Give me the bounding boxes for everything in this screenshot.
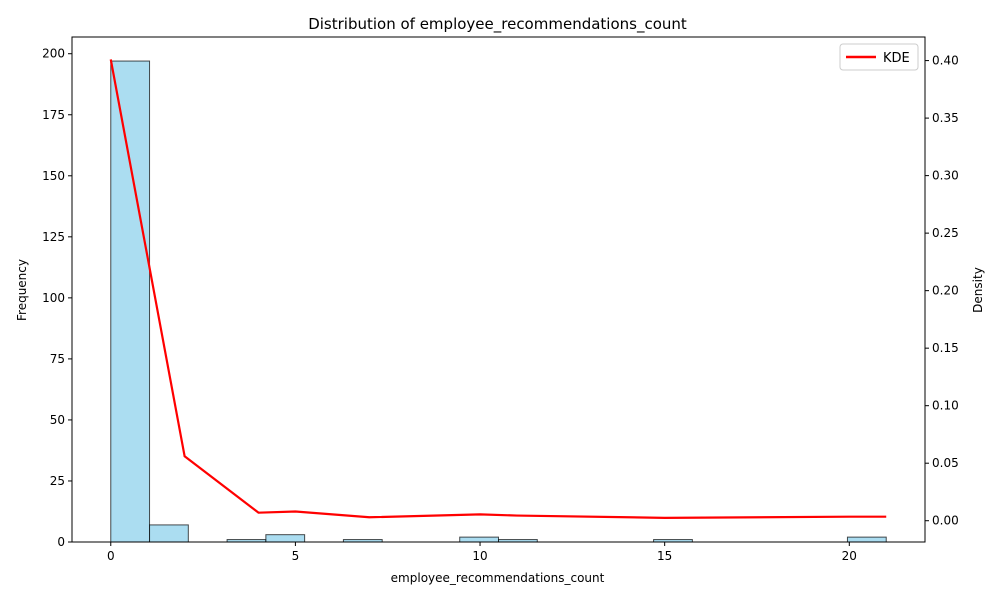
y2-tick-label: 0.15: [932, 341, 959, 355]
y2-tick-label: 0.10: [932, 399, 959, 413]
kde-layer: [109, 59, 887, 519]
y-tick-label: 75: [50, 352, 65, 366]
y2-tick-label: 0.05: [932, 456, 959, 470]
legend-box: [839, 43, 919, 71]
legend: KDE: [839, 43, 919, 71]
histogram-bar: [459, 536, 499, 543]
histogram-bar: [846, 536, 887, 543]
x-axis-ticks: 0 5 10 15 20: [107, 542, 857, 563]
y-tick-label: 175: [42, 108, 65, 122]
histogram-bar: [110, 60, 151, 543]
x-axis-label: employee_recommendations_count: [391, 571, 605, 585]
plot-axes: [71, 36, 926, 543]
kde-line: [109, 59, 887, 519]
histogram-bar: [149, 524, 189, 543]
y2-axis-label: Density: [971, 267, 985, 313]
y-axis-label: Frequency: [15, 259, 29, 321]
y-tick-label: 25: [50, 474, 65, 488]
x-tick-label: 20: [842, 549, 857, 563]
x-tick-label: 15: [657, 549, 672, 563]
y-axis-ticks: 0 25 50 75 100 125 150 175 200: [42, 47, 72, 549]
y-tick-label: 0: [57, 535, 65, 549]
x-tick-label: 10: [472, 549, 487, 563]
histogram-bar: [265, 534, 306, 543]
y2-tick-label: 0.20: [932, 284, 959, 298]
y2-tick-label: 0.35: [932, 111, 959, 125]
plot-frame: [71, 36, 926, 543]
x-tick-label: 5: [292, 549, 300, 563]
y-tick-label: 150: [42, 169, 65, 183]
y-tick-label: 125: [42, 230, 65, 244]
y2-axis-ticks: 0.00 0.05 0.10 0.15 0.20 0.25 0.30 0.35 0.40: [925, 54, 959, 528]
chart-title: Distribution of employee_recommendations…: [308, 15, 687, 34]
x-tick-label: 0: [107, 549, 115, 563]
histogram-bars: [110, 60, 887, 543]
y-tick-label: 50: [50, 413, 65, 427]
y2-tick-label: 0.40: [932, 54, 959, 68]
legend-kde-label: KDE: [883, 51, 910, 66]
y2-tick-label: 0.25: [932, 226, 959, 240]
y2-tick-label: 0.00: [932, 514, 959, 528]
y2-tick-label: 0.30: [932, 169, 959, 183]
y-tick-label: 100: [42, 291, 65, 305]
y-tick-label: 200: [42, 47, 65, 61]
